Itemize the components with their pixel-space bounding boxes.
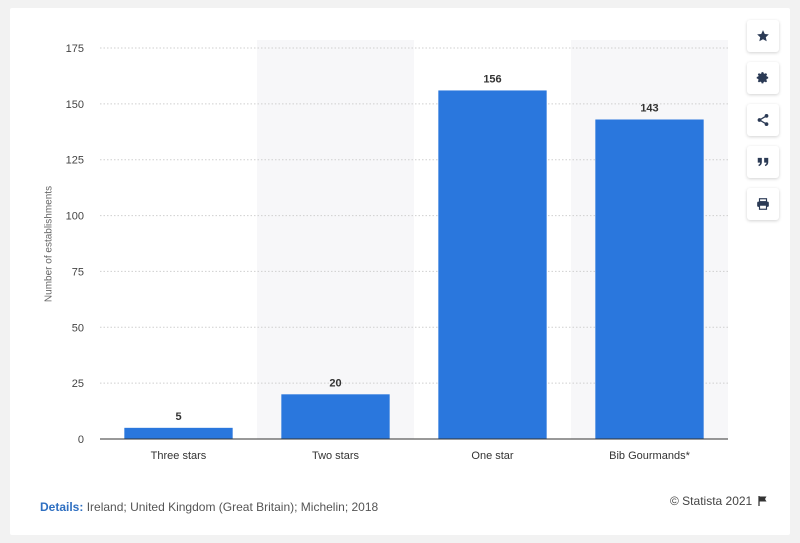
category-band: [257, 40, 414, 439]
share-button[interactable]: [747, 104, 779, 136]
x-tick-label: Three stars: [151, 450, 207, 462]
x-tick-label: Two stars: [312, 450, 360, 462]
data-label: 156: [483, 73, 501, 85]
cite-button[interactable]: [747, 146, 779, 178]
data-label: 20: [329, 377, 341, 389]
chart-toolbar: [747, 20, 779, 230]
gear-icon: [756, 72, 769, 84]
star-icon: [757, 30, 769, 42]
y-tick-label: 150: [66, 99, 84, 111]
details-text: Ireland; United Kingdom (Great Britain);…: [86, 500, 379, 514]
settings-button[interactable]: [747, 62, 779, 94]
copyright[interactable]: © Statista 2021: [670, 494, 769, 508]
y-tick-label: 0: [78, 434, 84, 446]
y-tick-label: 125: [66, 155, 84, 167]
bar[interactable]: [124, 427, 233, 439]
y-tick-label: 100: [66, 211, 84, 223]
copyright-text: © Statista 2021: [670, 494, 753, 508]
bar[interactable]: [595, 119, 704, 440]
y-tick-label: 75: [72, 266, 84, 278]
print-icon: [757, 198, 769, 210]
favorite-button[interactable]: [747, 20, 779, 52]
details-note: Details: Ireland; United Kingdom (Great …: [40, 500, 378, 514]
y-tick-label: 175: [66, 43, 84, 55]
y-tick-label: 25: [72, 378, 84, 390]
bar[interactable]: [438, 90, 547, 440]
x-tick-label: One star: [471, 450, 514, 462]
bar[interactable]: [281, 394, 390, 439]
share-icon: [757, 114, 769, 126]
y-axis-title-text: Number of establishments: [43, 185, 55, 303]
details-label: Details:: [40, 500, 84, 514]
flag-icon: [758, 496, 767, 506]
x-tick-label: Bib Gourmands*: [609, 450, 690, 462]
quote-icon: [757, 157, 769, 167]
print-button[interactable]: [747, 188, 779, 220]
data-label: 143: [640, 102, 658, 114]
y-tick-label: 50: [72, 322, 84, 334]
data-label: 5: [175, 411, 181, 423]
